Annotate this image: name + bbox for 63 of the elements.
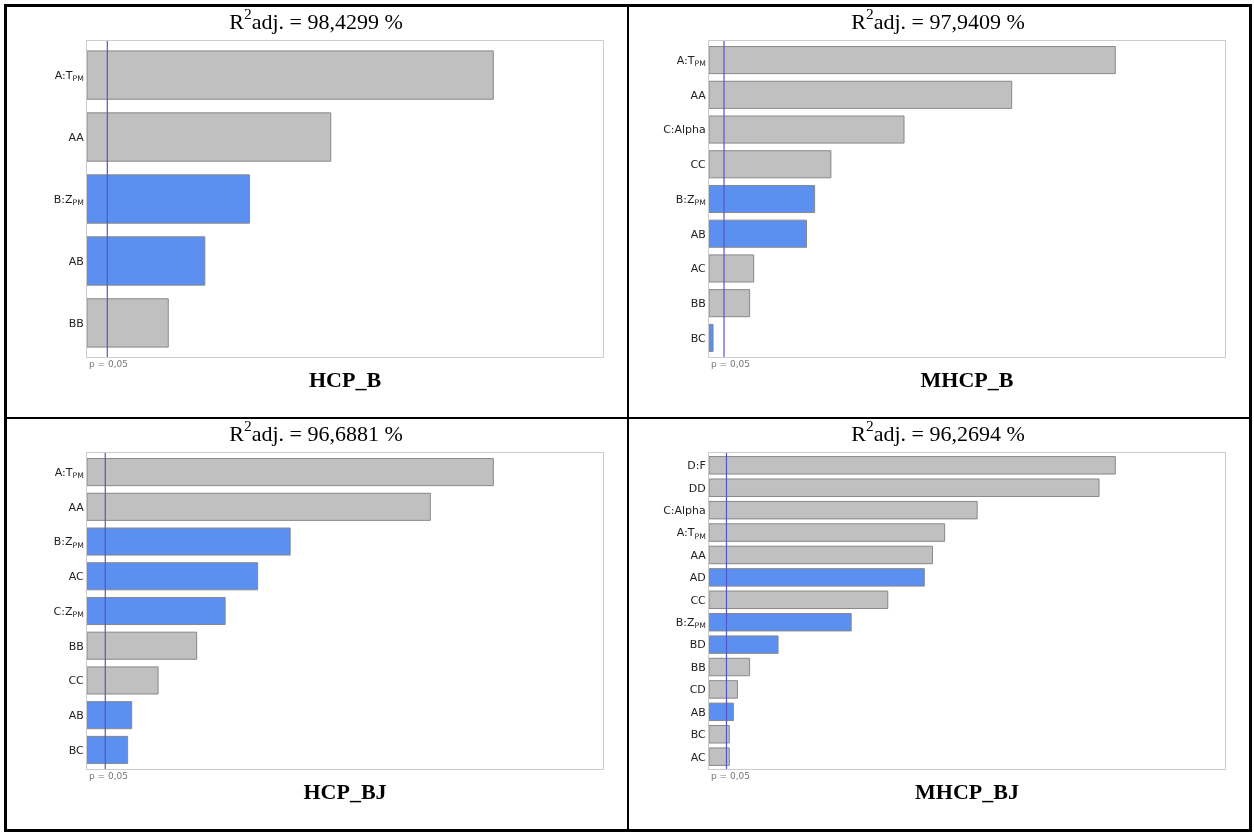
- y-tick-label: B:Z$_{PM}$: [675, 616, 706, 631]
- text: p = 0,05: [89, 359, 129, 369]
- y-tick-label: BB: [690, 297, 706, 311]
- y-tick-label: BC: [68, 743, 85, 757]
- y-tick-label: AC: [690, 750, 707, 764]
- y-tick-label: B:Z$_{PM}$: [675, 192, 706, 208]
- y-tick-label: AA: [690, 88, 707, 102]
- y-tick-label: AC: [68, 570, 85, 584]
- bar: [87, 527, 291, 556]
- bar: [87, 174, 251, 224]
- text: p = 0,05: [89, 771, 129, 781]
- y-tick-label: DD: [688, 481, 706, 495]
- y-tick-label: A:T$_{PM}$: [676, 53, 706, 69]
- y-tick-label: A:T$_{PM}$: [54, 465, 84, 481]
- y-tick-label: D:F: [687, 459, 706, 473]
- chart-title: R$^{2}$adj. = 96,6881 %: [229, 417, 403, 446]
- y-tick-label: C:Z$_{PM}$: [53, 604, 84, 620]
- y-tick-label: BC: [690, 331, 707, 345]
- bar: [87, 596, 226, 626]
- y-tick-label: AB: [690, 705, 706, 719]
- x-axis-title: HCP_B: [308, 366, 382, 392]
- bar: [87, 236, 206, 286]
- bar: [709, 323, 714, 352]
- y-tick-label: A:T$_{PM}$: [676, 526, 706, 541]
- bar: [87, 562, 259, 591]
- bar: [709, 184, 816, 214]
- bar: [709, 635, 779, 654]
- y-tick-label: AA: [68, 130, 85, 144]
- y-tick-label: CC: [690, 593, 707, 607]
- y-tick-label: BD: [689, 638, 706, 652]
- y-tick-label: AA: [690, 548, 707, 562]
- bar: [709, 219, 808, 248]
- y-tick-label: AA: [68, 500, 85, 514]
- bar: [87, 735, 129, 764]
- y-tick-label: BB: [690, 660, 706, 674]
- y-tick-label: CD: [689, 683, 706, 697]
- y-tick-label: AC: [690, 262, 707, 276]
- chart-title: R$^{2}$adj. = 96,2694 %: [851, 417, 1025, 446]
- y-tick-label: AB: [68, 254, 84, 268]
- y-tick-label: B:Z$_{PM}$: [53, 535, 84, 550]
- x-axis-title: MHCP_BJ: [915, 778, 1019, 804]
- y-tick-label: BC: [690, 728, 707, 742]
- x-axis-title: MHCP_B: [920, 366, 1014, 392]
- y-tick-label: C:Alpha: [663, 504, 706, 517]
- bar: [87, 701, 133, 730]
- y-tick-label: AD: [689, 571, 706, 585]
- chart-title: R$^{2}$adj. = 98,4299 %: [229, 5, 403, 34]
- chart-title: R$^{2}$adj. = 97,9409 %: [851, 5, 1025, 34]
- y-tick-label: C:Alpha: [663, 123, 706, 137]
- text: p = 0,05: [711, 771, 751, 781]
- y-tick-label: B:Z$_{PM}$: [53, 192, 84, 208]
- bar: [709, 568, 925, 587]
- y-tick-label: BB: [68, 316, 84, 330]
- y-tick-label: CC: [68, 674, 85, 688]
- y-tick-label: AB: [690, 227, 706, 241]
- y-tick-label: CC: [690, 158, 707, 172]
- text: p = 0,05: [711, 359, 751, 369]
- y-tick-label: BB: [68, 639, 84, 653]
- bar: [709, 612, 852, 632]
- y-tick-label: A:T$_{PM}$: [54, 68, 84, 84]
- bar: [709, 702, 734, 722]
- x-axis-title: HCP_BJ: [303, 778, 387, 804]
- y-tick-label: AB: [68, 709, 84, 723]
